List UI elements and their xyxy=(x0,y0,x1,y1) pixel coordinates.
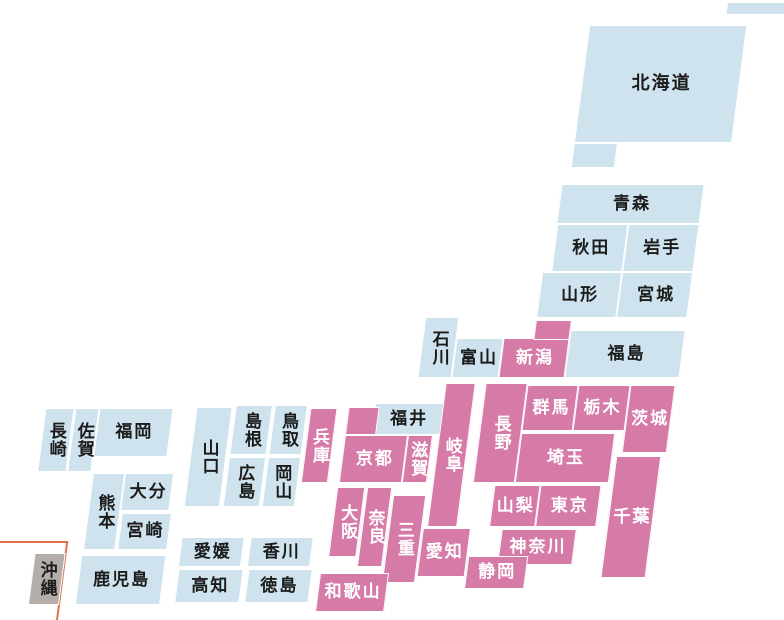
prefecture-label-nagano: 長野 xyxy=(490,415,511,451)
prefecture-tile-hokkaido-part2[interactable] xyxy=(570,143,618,168)
prefecture-label-nagasaki: 長崎 xyxy=(46,422,67,458)
prefecture-tile-yamanashi[interactable]: 山梨 xyxy=(489,485,541,527)
prefecture-tile-okayama[interactable]: 岡山 xyxy=(261,457,302,507)
prefecture-tile-saitama[interactable]: 埼玉 xyxy=(514,433,616,483)
prefecture-label-tokyo: 東京 xyxy=(550,495,589,516)
prefecture-tile-hokkaido-islet[interactable] xyxy=(725,2,784,15)
prefecture-tile-fukui[interactable]: 福井 xyxy=(371,403,445,435)
prefecture-tile-akita[interactable]: 秋田 xyxy=(551,224,629,272)
prefecture-label-saga: 佐賀 xyxy=(73,422,94,458)
prefecture-tile-iwate[interactable]: 岩手 xyxy=(622,224,700,272)
prefecture-tile-aichi[interactable]: 愛知 xyxy=(416,528,471,577)
prefecture-tile-fukuoka[interactable]: 福岡 xyxy=(93,408,174,457)
prefecture-label-tottori: 鳥取 xyxy=(278,412,299,448)
prefecture-label-iwate: 岩手 xyxy=(642,237,681,258)
prefecture-label-miyagi: 宮城 xyxy=(636,284,675,305)
prefecture-label-niigata: 新潟 xyxy=(516,347,555,368)
prefecture-tile-kyoto[interactable]: 京都 xyxy=(338,435,409,483)
prefecture-tile-ibaraki[interactable]: 茨城 xyxy=(621,385,676,453)
prefecture-tile-kagawa[interactable]: 香川 xyxy=(246,537,314,567)
prefecture-tile-kagoshima[interactable]: 鹿児島 xyxy=(74,555,167,605)
prefecture-tile-tokushima[interactable]: 徳島 xyxy=(244,569,313,603)
prefecture-label-kyoto: 京都 xyxy=(355,448,394,469)
prefecture-label-saitama: 埼玉 xyxy=(547,447,586,468)
prefecture-tile-shimane[interactable]: 島根 xyxy=(229,405,273,455)
prefecture-tile-wakayama[interactable]: 和歌山 xyxy=(315,573,390,612)
prefecture-tile-gunma[interactable]: 群馬 xyxy=(521,385,579,431)
prefecture-tile-niigata[interactable]: 新潟 xyxy=(498,338,570,378)
prefecture-label-okayama: 岡山 xyxy=(271,464,292,500)
prefecture-tile-miyagi[interactable]: 宮城 xyxy=(616,272,694,318)
prefecture-tile-shizuoka[interactable]: 静岡 xyxy=(464,556,529,589)
prefecture-label-kagawa: 香川 xyxy=(262,541,301,562)
prefecture-label-yamaguchi: 山口 xyxy=(198,439,219,475)
prefecture-label-tochigi: 栃木 xyxy=(583,397,622,418)
prefecture-label-yamanashi: 山梨 xyxy=(496,495,535,516)
prefecture-label-yamagata: 山形 xyxy=(561,284,600,305)
prefecture-label-aomori: 青森 xyxy=(612,193,651,214)
prefecture-label-kanagawa: 神奈川 xyxy=(509,536,567,557)
prefecture-label-akita: 秋田 xyxy=(571,237,610,258)
prefecture-tile-hiroshima[interactable]: 広島 xyxy=(222,457,267,507)
prefecture-tile-tottori[interactable]: 鳥取 xyxy=(268,405,308,455)
prefecture-tile-tochigi[interactable]: 栃木 xyxy=(572,385,631,431)
prefecture-label-mie: 三重 xyxy=(394,521,415,557)
prefecture-label-kagoshima: 鹿児島 xyxy=(93,569,151,590)
prefecture-label-aichi: 愛知 xyxy=(425,542,464,563)
prefecture-label-shizuoka: 静岡 xyxy=(478,562,517,583)
prefecture-label-toyama: 富山 xyxy=(459,347,498,368)
prefecture-label-fukuoka: 福岡 xyxy=(115,422,154,443)
prefecture-tile-oita[interactable]: 大分 xyxy=(120,473,175,511)
prefecture-tile-aomori[interactable]: 青森 xyxy=(556,184,705,224)
prefecture-tile-miyazaki[interactable]: 宮崎 xyxy=(117,513,172,550)
prefecture-label-okinawa: 沖縄 xyxy=(36,561,57,597)
prefecture-label-hiroshima: 広島 xyxy=(234,464,255,500)
prefecture-tile-kyoto-part2[interactable] xyxy=(345,407,380,435)
prefecture-label-kochi: 高知 xyxy=(190,575,229,596)
prefecture-label-nara: 奈良 xyxy=(364,509,385,545)
prefecture-label-osaka: 大阪 xyxy=(336,504,357,540)
prefecture-tile-yamagata[interactable]: 山形 xyxy=(536,272,623,318)
prefecture-label-tokushima: 徳島 xyxy=(260,575,299,596)
prefecture-label-kumamoto: 熊本 xyxy=(94,493,115,530)
prefecture-tile-hokkaido[interactable]: 北海道 xyxy=(573,25,748,143)
prefecture-label-fukushima: 福島 xyxy=(607,343,646,364)
prefecture-label-gifu: 岐阜 xyxy=(441,437,462,473)
prefecture-label-ibaraki: 茨城 xyxy=(630,408,669,429)
prefecture-tile-kochi[interactable]: 高知 xyxy=(174,569,244,603)
prefecture-label-shiga: 滋賀 xyxy=(407,441,428,477)
prefecture-tile-fukushima[interactable]: 福島 xyxy=(564,330,686,378)
prefecture-tile-hyogo[interactable]: 兵庫 xyxy=(300,408,338,483)
prefecture-label-shimane: 島根 xyxy=(241,412,262,448)
prefecture-label-gunma: 群馬 xyxy=(532,397,571,418)
prefecture-tile-tokyo[interactable]: 東京 xyxy=(535,485,602,527)
prefecture-label-hyogo: 兵庫 xyxy=(309,427,330,464)
prefecture-label-fukui: 福井 xyxy=(389,408,428,429)
prefecture-label-oita: 大分 xyxy=(129,481,168,502)
prefecture-label-chiba: 千葉 xyxy=(612,506,651,527)
prefecture-tile-ehime[interactable]: 愛媛 xyxy=(177,537,245,567)
prefecture-label-wakayama: 和歌山 xyxy=(324,582,382,603)
prefecture-label-miyazaki: 宮崎 xyxy=(126,521,165,542)
prefecture-label-ehime: 愛媛 xyxy=(193,541,232,562)
prefecture-label-hokkaido: 北海道 xyxy=(631,73,692,95)
prefecture-label-ishikawa: 石川 xyxy=(428,329,449,366)
prefecture-tile-niigata-part2[interactable] xyxy=(533,320,572,340)
prefecture-tile-toyama[interactable]: 富山 xyxy=(451,338,504,378)
